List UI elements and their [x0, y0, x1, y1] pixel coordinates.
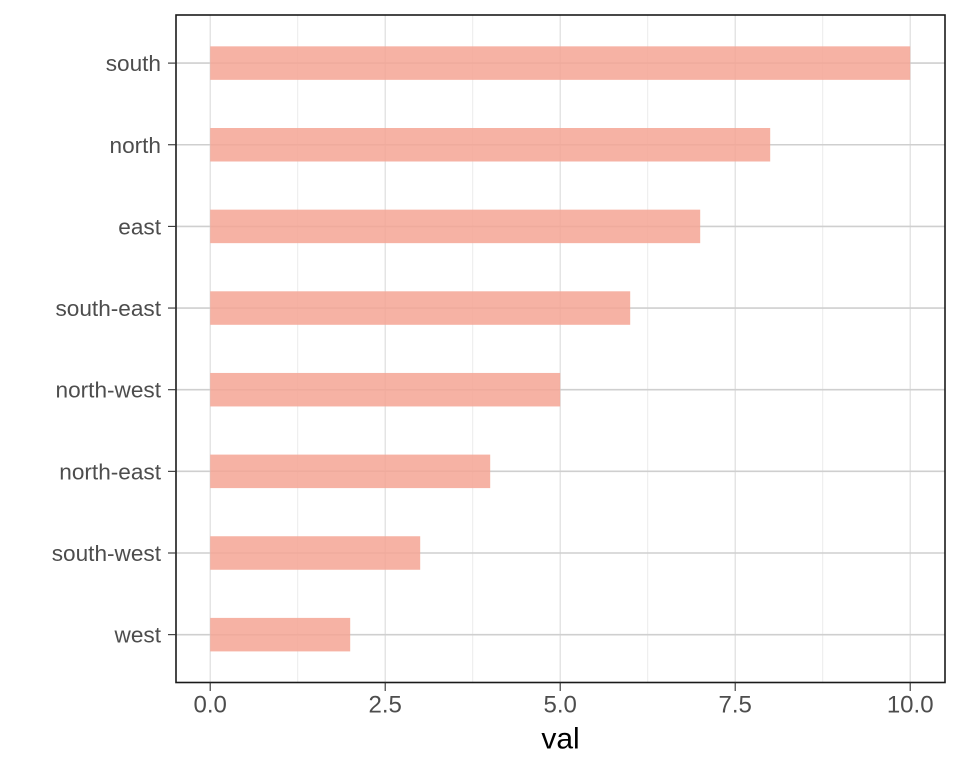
svg-text:south-east: south-east	[55, 296, 161, 321]
svg-text:north-east: north-east	[59, 459, 161, 484]
svg-text:2.5: 2.5	[369, 692, 402, 719]
svg-text:5.0: 5.0	[544, 692, 577, 719]
svg-text:west: west	[114, 623, 162, 648]
svg-text:north: north	[110, 133, 162, 158]
svg-text:val: val	[541, 723, 579, 756]
svg-text:east: east	[118, 214, 161, 239]
svg-text:0.0: 0.0	[194, 692, 227, 719]
svg-text:7.5: 7.5	[719, 692, 752, 719]
svg-text:north-west: north-west	[56, 378, 162, 403]
svg-text:10.0: 10.0	[887, 692, 934, 719]
svg-text:south-west: south-west	[52, 541, 162, 566]
svg-text:south: south	[106, 51, 161, 76]
